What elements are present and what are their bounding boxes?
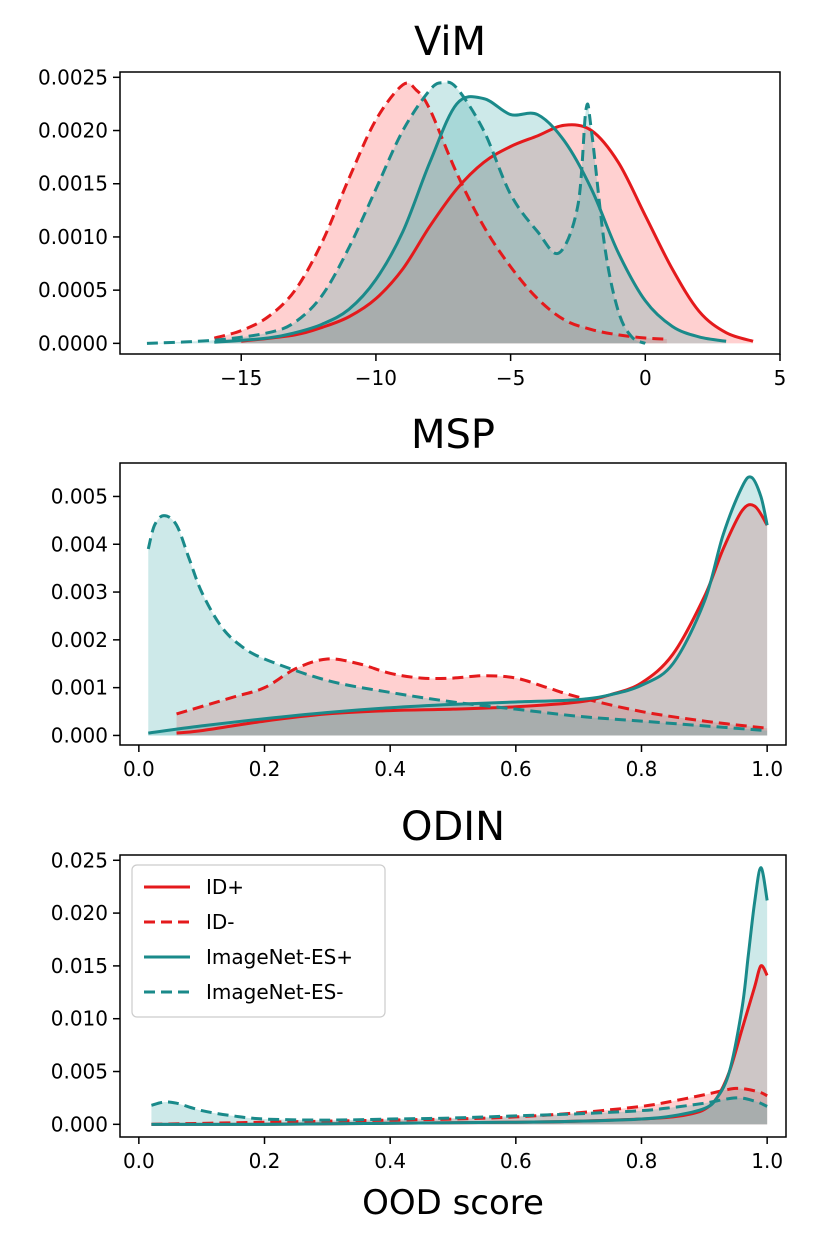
- msp-ytick-label: 0.002: [51, 628, 108, 652]
- odin-ytick-label: 0.025: [51, 848, 108, 872]
- vim-line-id: [241, 123, 754, 343]
- odin-title: ODIN: [401, 804, 505, 850]
- msp-line-imagenet-es: [148, 475, 769, 735]
- odin-xtick-label: 0.0: [123, 1149, 155, 1173]
- vim-line-imagenet-es: [214, 95, 727, 344]
- vim-fill-imagenet-es: [214, 96, 727, 344]
- msp-ytick-label: 0.003: [51, 580, 108, 604]
- vim-axes-frame: [119, 71, 781, 355]
- odin-ytick-label: 0.010: [51, 1007, 108, 1031]
- odin-ytick-label: 0.005: [51, 1060, 108, 1084]
- odin-axes-frame: [119, 854, 787, 1138]
- odin-line-imagenet-es: [151, 1096, 768, 1122]
- vim-plot-area: [146, 80, 754, 345]
- msp-xtick-label: 1.0: [751, 757, 783, 781]
- odin-xtick-label: 0.2: [249, 1149, 281, 1173]
- odin-line-imagenet-es: [151, 866, 769, 1126]
- vim-line-imagenet-es: [146, 80, 646, 345]
- vim-ytick-label: 0.0000: [38, 331, 108, 355]
- msp-panel: MSP 0.0 0.2 0.4 0.6 0.8 1.0 0.000 0.001 0.002 0.00…: [51, 412, 787, 781]
- msp-fill-id: [176, 504, 768, 736]
- msp-xtick-label: 0.0: [123, 757, 155, 781]
- odin-xtick-label: 0.8: [626, 1149, 658, 1173]
- odin-ytick-label: 0.015: [51, 954, 108, 978]
- odin-xtick-label: 1.0: [751, 1149, 783, 1173]
- odin-ytick-label: 0.000: [51, 1112, 108, 1136]
- msp-ytick-label: 0.000: [51, 723, 108, 747]
- legend-label-imagenet-es: ImageNet-ES-: [206, 980, 344, 1004]
- legend-label-imagenet-es: ImageNet-ES+: [206, 945, 353, 969]
- odin-panel: ODIN 0.0 0.2 0.4 0.6 0.8 1.0 0.000 0.005 0.010 0.0…: [51, 804, 787, 1223]
- msp-xtick-label: 0.4: [374, 757, 406, 781]
- msp-fill-imagenet-es: [148, 515, 768, 736]
- vim-xtick-label: −10: [355, 366, 397, 390]
- vim-ytick-label: 0.0020: [38, 119, 108, 143]
- vim-title: ViM: [414, 19, 486, 65]
- msp-axes-frame: [119, 462, 787, 746]
- vim-xtick-label: 5: [774, 366, 787, 390]
- odin-ytick-label: 0.020: [51, 901, 108, 925]
- vim-ytick-label: 0.0005: [38, 278, 108, 302]
- msp-plot-area: [146, 475, 769, 736]
- odin-fill-id: [151, 1088, 768, 1125]
- odin-xlabel: OOD score: [362, 1183, 544, 1223]
- vim-line-id: [213, 81, 667, 341]
- msp-xtick-label: 0.2: [249, 757, 281, 781]
- vim-ytick-label: 0.0025: [38, 65, 108, 89]
- legend: ID+ ID- ImageNet-ES+ ImageNet-ES-: [131, 864, 386, 1018]
- odin-xtick-label: 0.6: [500, 1149, 532, 1173]
- msp-title: MSP: [411, 412, 495, 458]
- vim-panel: ViM −15 −10 −5 0 5 0.0000 0.0005 0.0010 0.0015 0.0…: [38, 19, 786, 390]
- msp-fill-id: [176, 658, 768, 736]
- msp-fill-imagenet-es: [148, 476, 768, 736]
- vim-ytick-label: 0.0010: [38, 225, 108, 249]
- vim-xtick-label: −5: [496, 366, 525, 390]
- msp-xtick-label: 0.6: [500, 757, 532, 781]
- odin-fill-imagenet-es: [151, 1097, 768, 1125]
- vim-xtick-label: 0: [639, 366, 652, 390]
- legend-box: [131, 864, 386, 1018]
- msp-ytick-label: 0.004: [51, 532, 108, 556]
- msp-line-imagenet-es: [146, 514, 768, 733]
- vim-ytick-label: 0.0015: [38, 172, 108, 196]
- msp-line-id: [176, 657, 768, 730]
- msp-ytick-label: 0.005: [51, 484, 108, 508]
- legend-label-id: ID+: [206, 875, 244, 899]
- legend-label-id: ID-: [206, 910, 235, 934]
- msp-xtick-label: 0.8: [626, 757, 658, 781]
- odin-xtick-label: 0.4: [374, 1149, 406, 1173]
- vim-xtick-label: −15: [220, 366, 262, 390]
- vim-fill-id: [241, 124, 754, 344]
- odin-plot-area: [151, 866, 769, 1126]
- msp-ytick-label: 0.001: [51, 676, 108, 700]
